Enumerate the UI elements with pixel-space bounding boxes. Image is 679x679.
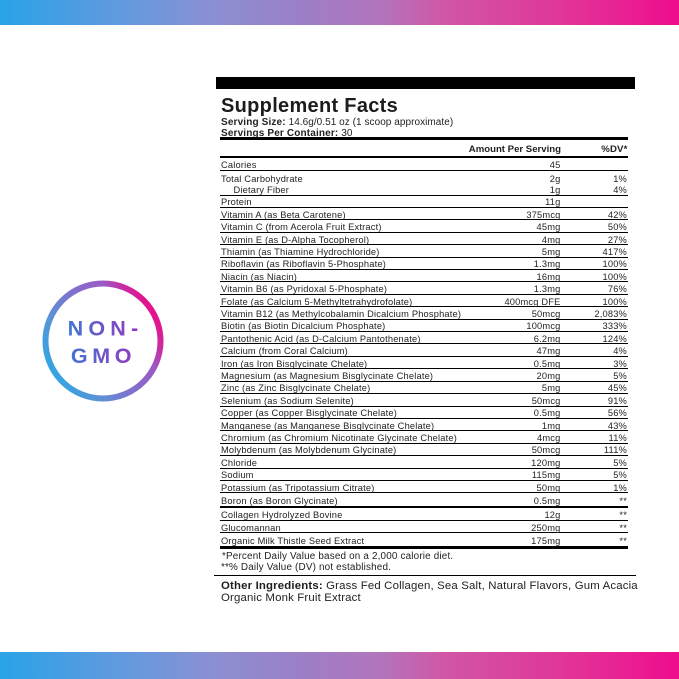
svg-text:GMO: GMO [71,344,136,368]
svg-text:NON-: NON- [68,316,144,340]
